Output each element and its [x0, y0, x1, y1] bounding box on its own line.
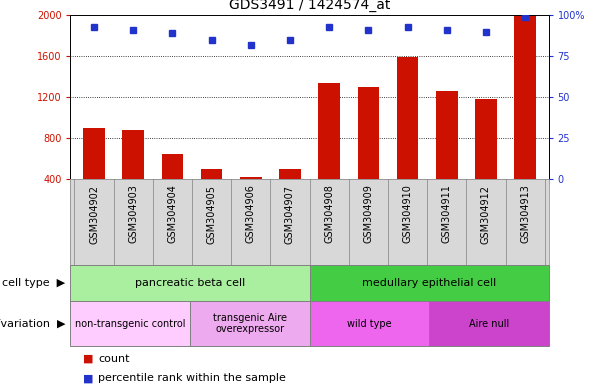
Text: ■: ■ [83, 373, 93, 383]
Text: cell type  ▶: cell type ▶ [2, 278, 66, 288]
Text: ■: ■ [83, 354, 93, 364]
Bar [201, 169, 223, 219]
Text: GSM304909: GSM304909 [364, 185, 373, 243]
Text: count: count [98, 354, 129, 364]
Text: Aire null: Aire null [469, 318, 509, 329]
Title: GDS3491 / 1424574_at: GDS3491 / 1424574_at [229, 0, 390, 12]
Text: GSM304906: GSM304906 [246, 185, 256, 243]
Text: GSM304910: GSM304910 [403, 185, 413, 243]
Bar [240, 177, 262, 219]
Text: medullary epithelial cell: medullary epithelial cell [362, 278, 497, 288]
Text: percentile rank within the sample: percentile rank within the sample [98, 373, 286, 383]
Bar [436, 91, 457, 219]
Text: GSM304902: GSM304902 [89, 185, 99, 243]
Bar [397, 57, 418, 219]
Bar [514, 13, 536, 219]
Text: GSM304913: GSM304913 [520, 185, 530, 243]
Bar [318, 83, 340, 219]
Text: GSM304904: GSM304904 [167, 185, 177, 243]
Bar [123, 130, 144, 219]
Text: GSM304908: GSM304908 [324, 185, 334, 243]
Text: GSM304911: GSM304911 [442, 185, 452, 243]
Text: genotype/variation  ▶: genotype/variation ▶ [0, 318, 66, 329]
Text: pancreatic beta cell: pancreatic beta cell [135, 278, 245, 288]
Text: non-transgenic control: non-transgenic control [75, 318, 186, 329]
Text: GSM304912: GSM304912 [481, 185, 491, 243]
Text: GSM304903: GSM304903 [128, 185, 138, 243]
Text: GSM304905: GSM304905 [207, 185, 216, 243]
Bar [475, 99, 497, 219]
Bar [357, 87, 379, 219]
Text: transgenic Aire
overexpressor: transgenic Aire overexpressor [213, 313, 287, 334]
Bar [162, 154, 183, 219]
Bar [83, 127, 105, 219]
Bar [279, 169, 301, 219]
Text: GSM304907: GSM304907 [285, 185, 295, 243]
Text: wild type: wild type [347, 318, 392, 329]
